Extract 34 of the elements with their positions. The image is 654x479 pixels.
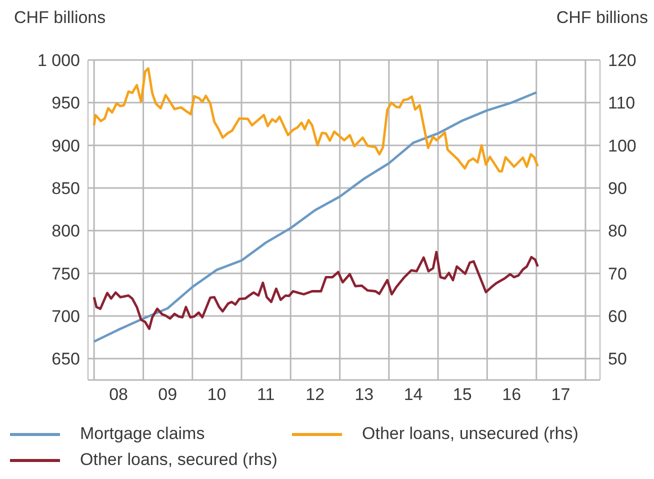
x-tick-label: 13 xyxy=(354,385,374,404)
legend-label: Other loans, secured (rhs) xyxy=(80,450,278,470)
line-series xyxy=(92,91,538,343)
y-tick-label: 800 xyxy=(52,222,80,241)
y2-axis-title: CHF billions xyxy=(556,8,648,28)
legend-label: Mortgage claims xyxy=(80,424,205,444)
x-tick-label: 12 xyxy=(306,385,325,404)
x-tick-label: 10 xyxy=(207,385,226,404)
line-series xyxy=(92,67,539,173)
y-tick-label: 900 xyxy=(52,136,80,156)
y2-tick-label: 60 xyxy=(608,307,627,326)
y2-tick-label: 120 xyxy=(608,51,636,70)
y2-tick-label: 50 xyxy=(608,350,627,369)
y2-tick-label: 70 xyxy=(608,264,627,284)
y-tick-label: 850 xyxy=(52,179,80,198)
y-axis-title: CHF billions xyxy=(14,8,106,28)
y-tick-label: 650 xyxy=(52,350,80,369)
x-tick-label: 14 xyxy=(404,385,423,404)
line-series xyxy=(92,250,539,330)
x-tick-label: 08 xyxy=(109,385,128,404)
legend-label: Other loans, unsecured (rhs) xyxy=(362,424,578,444)
y2-tick-label: 100 xyxy=(608,136,636,156)
x-tick-label: 11 xyxy=(257,385,275,404)
y-tick-label: 1 000 xyxy=(37,51,80,70)
y-tick-label: 950 xyxy=(52,94,80,113)
x-tick-label: 15 xyxy=(452,385,472,404)
y2-tick-label: 110 xyxy=(608,94,636,113)
y-tick-label: 750 xyxy=(52,264,80,284)
y2-tick-label: 90 xyxy=(608,179,627,198)
x-tick-label: 16 xyxy=(502,385,522,404)
x-tick-label: 17 xyxy=(551,385,570,404)
y-tick-label: 700 xyxy=(52,307,80,326)
x-tick-label: 09 xyxy=(158,385,178,404)
y2-tick-label: 80 xyxy=(608,222,627,241)
